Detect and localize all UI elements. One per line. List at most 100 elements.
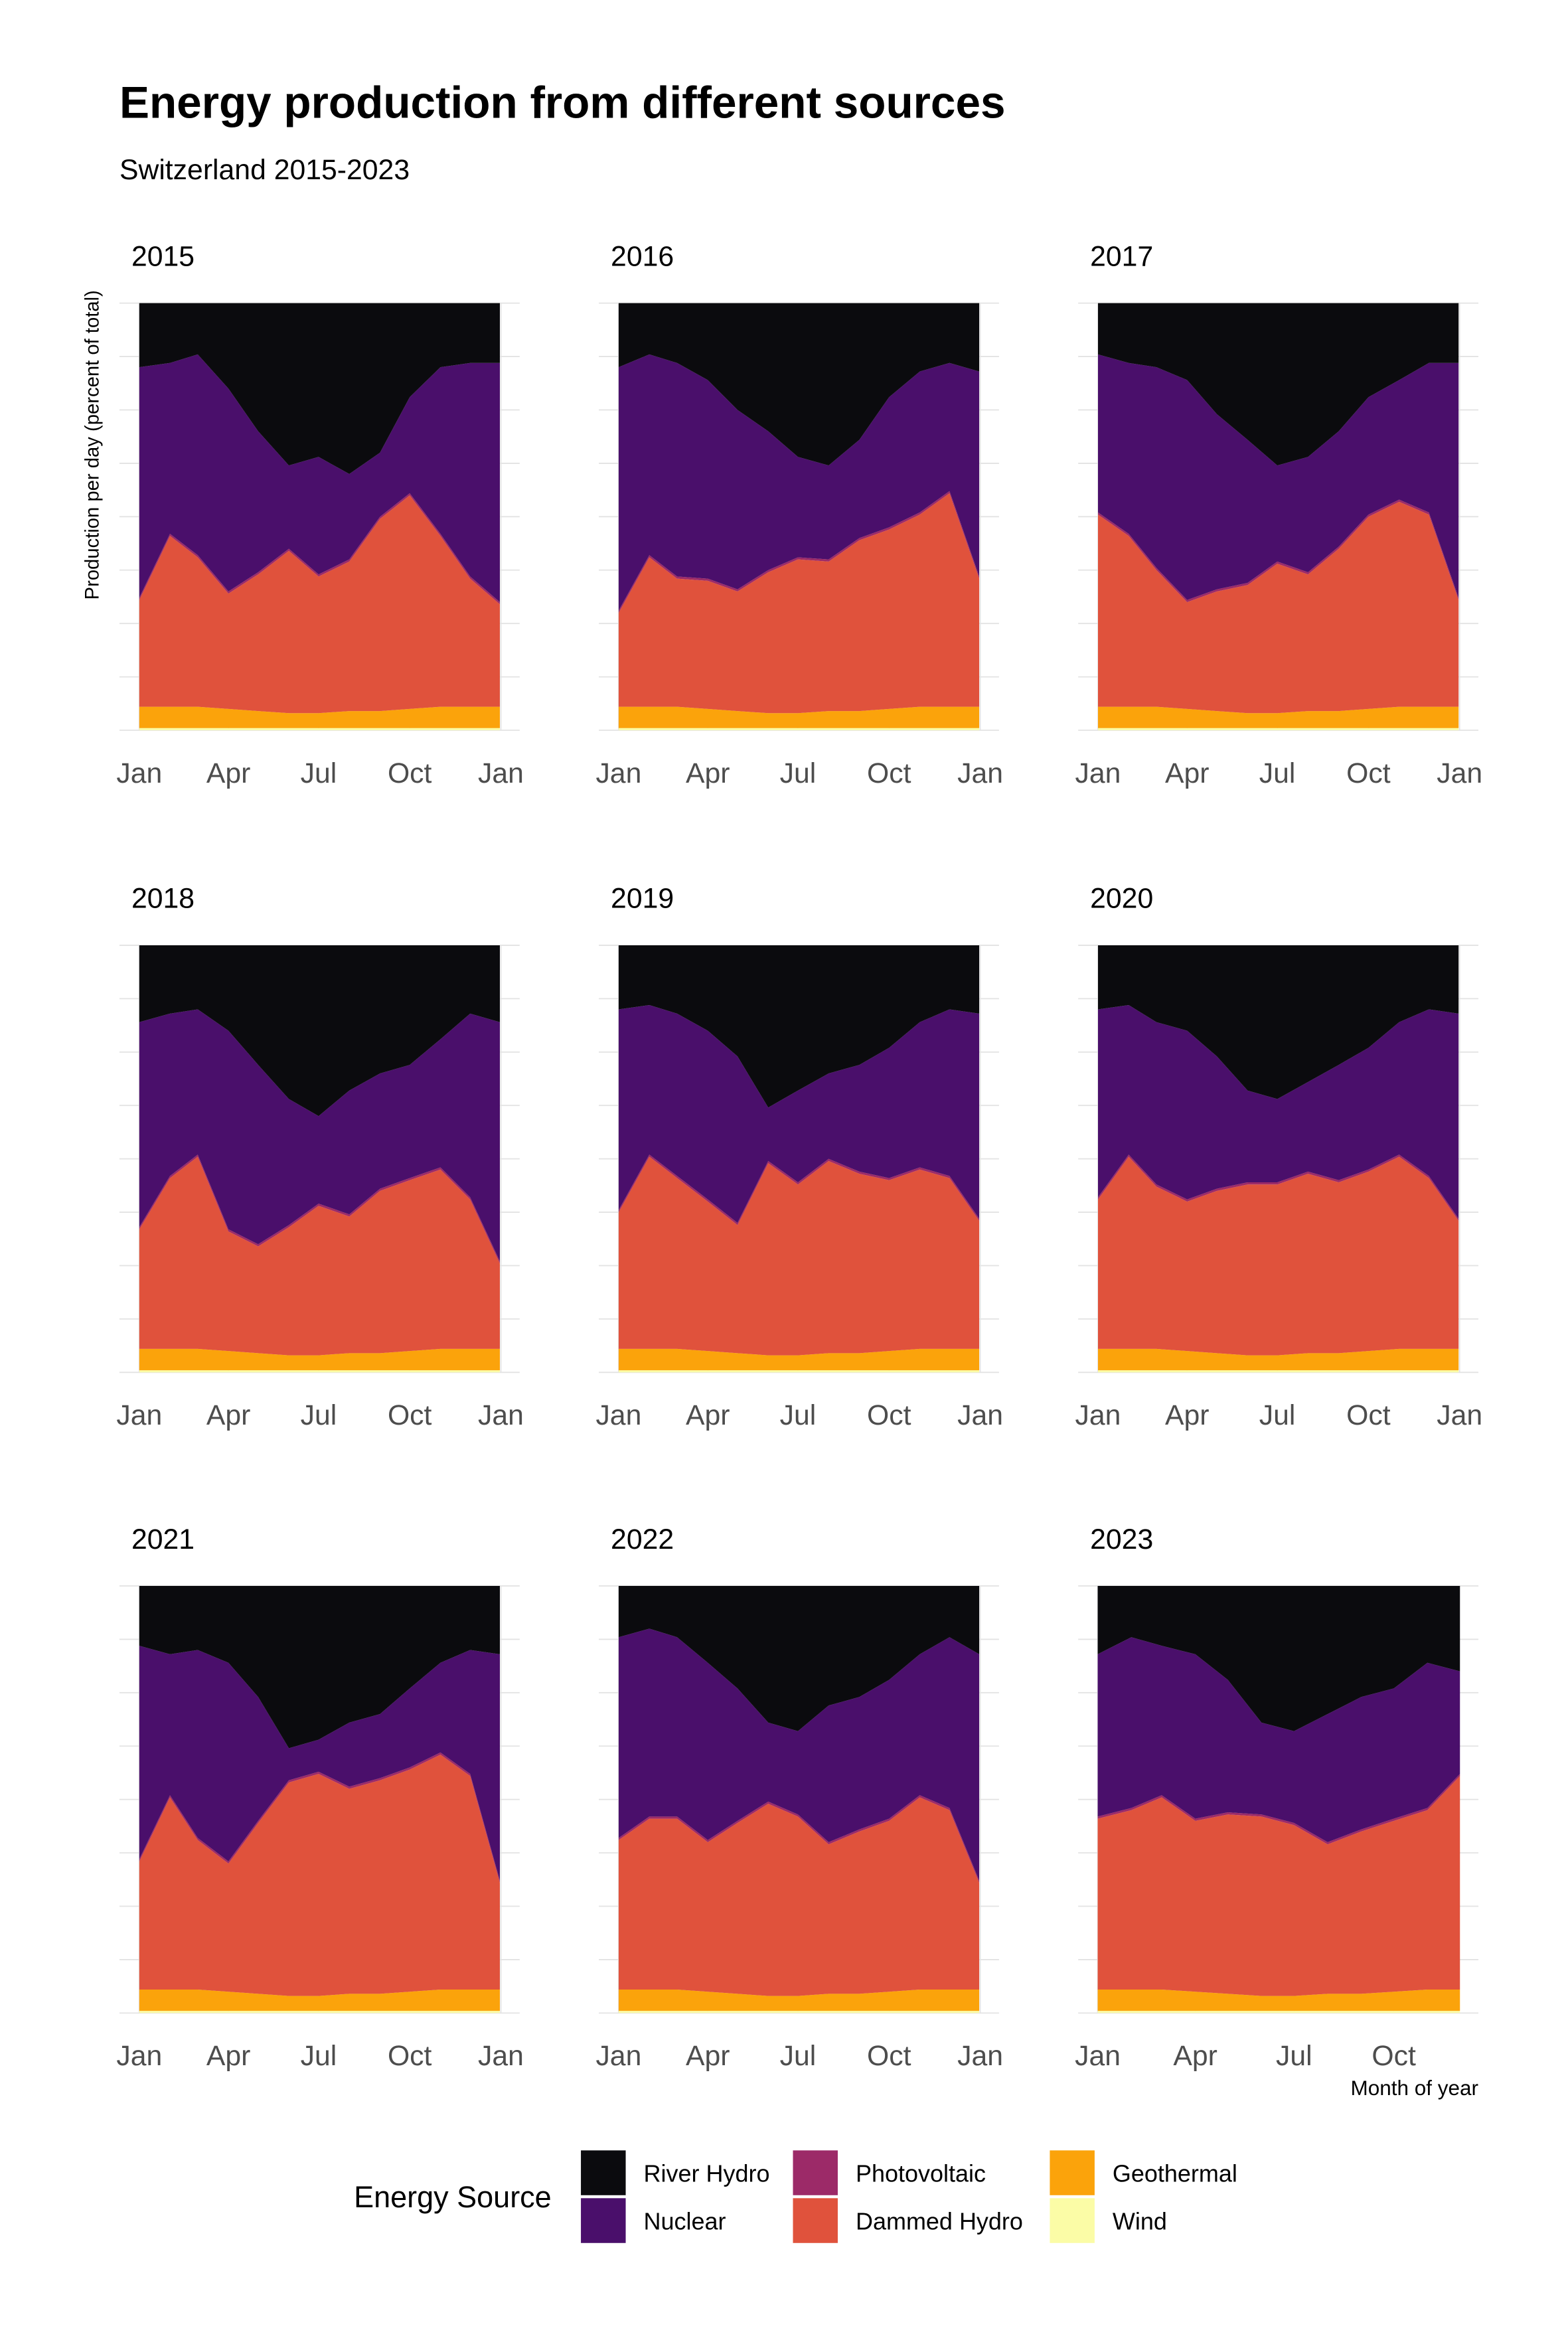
- x-tick-label: Jul: [301, 757, 337, 789]
- area-series: [1098, 1156, 1459, 1356]
- area-series: [139, 945, 500, 1117]
- area-series: [618, 706, 980, 728]
- area-series: [139, 1156, 500, 1356]
- panel-title: 2019: [611, 883, 674, 915]
- panel-title: 2017: [1090, 240, 1153, 272]
- area-series: [618, 354, 980, 611]
- legend-key: [793, 2198, 838, 2243]
- x-tick-label: Jan: [957, 1399, 1003, 1431]
- area-series: [139, 1989, 500, 2011]
- x-tick-label: Oct: [867, 757, 911, 789]
- area-series: [1097, 1776, 1460, 1996]
- x-tick-label: Jan: [595, 1399, 641, 1431]
- x-tick-label: Jan: [1437, 1399, 1482, 1431]
- x-tick-label: Jan: [595, 2040, 641, 2072]
- x-tick-label: Jan: [478, 2040, 524, 2072]
- area-series: [1098, 1005, 1459, 1219]
- x-tick-label: Oct: [388, 2040, 432, 2072]
- x-tick-label: Oct: [867, 1399, 911, 1431]
- chart-title: Energy production from different sources: [119, 78, 1006, 128]
- area-series: [1097, 1637, 1460, 1843]
- area-series: [618, 1348, 980, 1371]
- x-tick-label: Jan: [116, 2040, 162, 2072]
- area-series: [618, 493, 980, 714]
- x-tick-label: Jan: [1075, 1399, 1121, 1431]
- area-series: [1098, 945, 1459, 1099]
- area-series: [1098, 303, 1459, 466]
- panel-title: 2022: [611, 1524, 674, 1555]
- legend-key: [581, 2198, 626, 2243]
- x-tick-label: Apr: [1173, 2040, 1217, 2072]
- x-tick-label: Jul: [1259, 757, 1296, 789]
- x-tick-label: Jul: [780, 2040, 817, 2072]
- area-series: [139, 1585, 500, 1749]
- x-tick-label: Jul: [1276, 2040, 1312, 2072]
- panel-title: 2018: [131, 883, 195, 915]
- chart-subtitle: Switzerland 2015-2023: [119, 154, 410, 186]
- area-series: [1098, 706, 1459, 728]
- area-series: [1098, 1348, 1459, 1371]
- legend-label: River Hydro: [644, 2160, 770, 2187]
- x-tick-label: Jul: [780, 757, 817, 789]
- area-series: [139, 495, 500, 714]
- legend-key: [793, 2150, 838, 2195]
- panel-title: 2021: [131, 1524, 195, 1555]
- x-tick-label: Apr: [1165, 757, 1210, 789]
- legend-label: Wind: [1113, 2208, 1167, 2235]
- x-tick-label: Apr: [206, 2040, 251, 2072]
- x-tick-label: Jul: [1259, 1399, 1296, 1431]
- x-tick-label: Oct: [388, 757, 432, 789]
- legend-label: Geothermal: [1113, 2160, 1237, 2187]
- legend-title: Energy Source: [354, 2180, 552, 2214]
- x-tick-label: Oct: [1346, 1399, 1391, 1431]
- area-series: [1098, 501, 1459, 714]
- area-series: [618, 945, 980, 1108]
- x-tick-label: Apr: [686, 2040, 730, 2072]
- area-series: [1098, 499, 1459, 603]
- x-tick-label: Oct: [867, 2040, 911, 2072]
- area-series: [618, 1370, 980, 1373]
- area-series: [1097, 1585, 1460, 1731]
- area-series: [618, 2011, 980, 2013]
- panel-title: 2016: [611, 240, 674, 272]
- x-tick-label: Apr: [686, 1399, 730, 1431]
- x-tick-label: Apr: [206, 757, 251, 789]
- area-series: [139, 354, 500, 603]
- x-tick-label: Oct: [388, 1399, 432, 1431]
- y-axis-label: Production per day (percent of total): [82, 290, 103, 599]
- x-tick-label: Apr: [1165, 1399, 1210, 1431]
- x-tick-label: Jan: [1437, 757, 1482, 789]
- area-series: [139, 706, 500, 728]
- area-series: [139, 303, 500, 474]
- x-tick-label: Jan: [595, 757, 641, 789]
- x-tick-label: Jan: [1075, 757, 1121, 789]
- area-series: [1098, 1370, 1459, 1373]
- area-series: [618, 1797, 980, 1996]
- area-series: [139, 2011, 500, 2013]
- panel-title: 2020: [1090, 883, 1153, 915]
- panel-title: 2023: [1090, 1524, 1153, 1555]
- area-series: [618, 303, 980, 466]
- legend-label: Photovoltaic: [856, 2160, 986, 2187]
- x-tick-label: Jul: [780, 1399, 817, 1431]
- x-tick-label: Oct: [1372, 2040, 1416, 2072]
- x-tick-label: Apr: [206, 1399, 251, 1431]
- x-tick-label: Jul: [301, 2040, 337, 2072]
- x-axis-label: Month of year: [1351, 2076, 1479, 2100]
- area-series: [139, 728, 500, 731]
- legend-label: Nuclear: [644, 2208, 726, 2235]
- area-series: [618, 1005, 980, 1223]
- area-series: [1097, 2011, 1460, 2013]
- x-tick-label: Jan: [116, 1399, 162, 1431]
- x-tick-label: Jan: [957, 757, 1003, 789]
- x-tick-label: Jan: [478, 1399, 524, 1431]
- area-series: [139, 1755, 500, 1996]
- legend-key: [581, 2150, 626, 2195]
- area-series: [1098, 1154, 1459, 1221]
- legend-key: [1050, 2150, 1095, 2195]
- x-tick-label: Oct: [1346, 757, 1391, 789]
- area-series: [1098, 728, 1459, 731]
- area-series: [618, 1585, 980, 1731]
- x-tick-label: Apr: [686, 757, 730, 789]
